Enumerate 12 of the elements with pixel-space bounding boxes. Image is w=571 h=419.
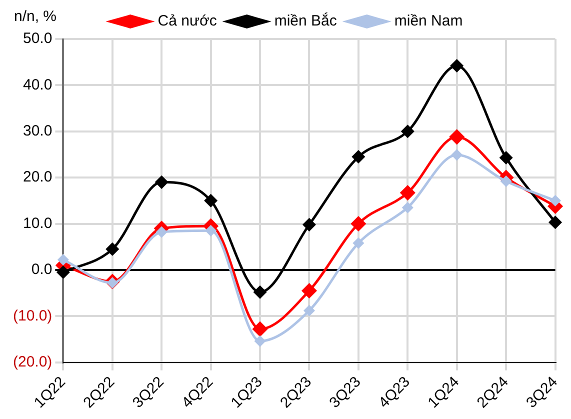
legend-label: miền Bắc [274,12,338,30]
y-tick-label: (20.0) [12,353,52,370]
y-tick-label: 40.0 [22,76,52,94]
y-tick-label: 0.0 [31,261,52,278]
y-tick-label: 30.0 [22,122,52,140]
legend-label: Cả nước [158,12,218,30]
y-axis-title: n/n, % [14,8,57,25]
y-tick-label: 50.0 [22,30,52,48]
y-tick-label: 10.0 [22,214,52,232]
legend-label: miền Nam [394,12,463,30]
y-tick-label: (10.0) [12,307,52,324]
y-tick-label: 20.0 [22,168,52,186]
